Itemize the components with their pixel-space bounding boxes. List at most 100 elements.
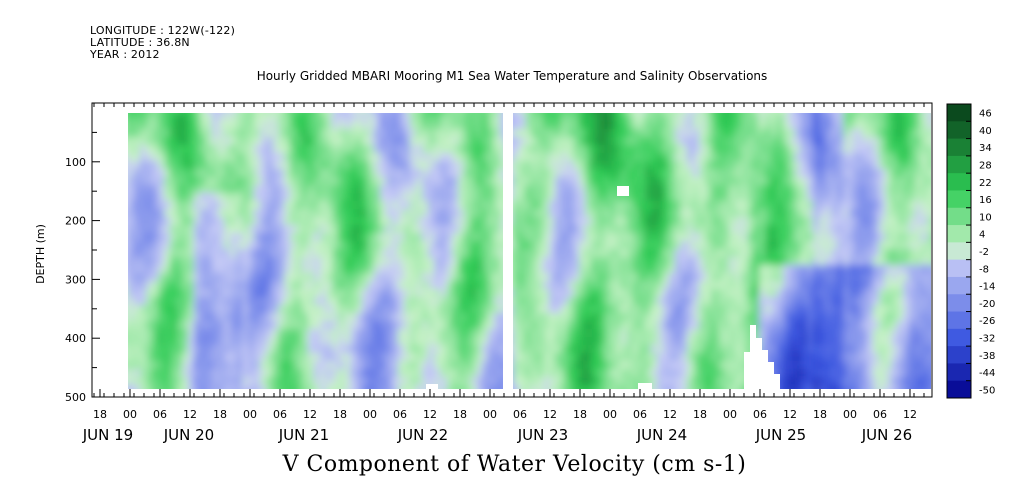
velocity-cell	[873, 113, 880, 122]
velocity-cell	[134, 337, 141, 346]
velocity-cell	[368, 321, 375, 330]
velocity-cell	[711, 209, 718, 218]
velocity-cell	[531, 369, 538, 378]
velocity-cell	[146, 209, 153, 218]
velocity-cell	[555, 113, 562, 114]
velocity-cell	[416, 153, 423, 162]
velocity-cell	[819, 313, 826, 322]
velocity-cell	[422, 113, 429, 122]
velocity-cell	[513, 385, 514, 389]
velocity-cell	[380, 313, 387, 322]
velocity-cell	[308, 337, 315, 346]
velocity-cell	[657, 113, 664, 114]
velocity-cell	[567, 169, 574, 178]
velocity-cell	[404, 137, 411, 146]
velocity-cell	[717, 281, 724, 290]
velocity-cell	[711, 225, 718, 234]
velocity-cell	[422, 185, 429, 194]
velocity-cell	[266, 361, 273, 370]
velocity-cell	[759, 185, 766, 194]
velocity-cell	[290, 257, 297, 266]
velocity-cell	[206, 113, 213, 122]
velocity-cell	[428, 121, 435, 130]
velocity-cell	[561, 337, 568, 346]
velocity-cell	[410, 305, 417, 314]
velocity-cell	[687, 273, 694, 282]
velocity-cell	[867, 233, 874, 242]
velocity-cell	[470, 217, 477, 226]
velocity-cell	[506, 185, 513, 194]
velocity-cell	[152, 353, 159, 362]
velocity-cell	[146, 353, 153, 362]
velocity-cell	[633, 361, 640, 370]
velocity-cell	[645, 337, 652, 346]
velocity-cell	[266, 129, 273, 138]
velocity-cell	[380, 145, 387, 154]
velocity-cell	[819, 249, 826, 258]
velocity-cell	[849, 321, 856, 330]
velocity-cell	[771, 289, 778, 298]
velocity-cell	[272, 241, 279, 250]
velocity-cell	[867, 385, 874, 389]
velocity-cell	[573, 217, 580, 226]
velocity-cell	[777, 249, 784, 258]
velocity-cell	[663, 121, 670, 130]
velocity-cell	[290, 385, 297, 389]
velocity-cell	[458, 305, 465, 314]
velocity-cell	[669, 121, 676, 130]
velocity-cell	[519, 297, 526, 306]
velocity-cell	[561, 241, 568, 250]
velocity-cell	[446, 161, 453, 170]
velocity-cell	[573, 145, 580, 154]
velocity-cell	[831, 129, 838, 138]
velocity-cell	[278, 137, 285, 146]
velocity-cell	[506, 209, 513, 218]
velocity-cell	[681, 361, 688, 370]
velocity-cell	[230, 225, 237, 234]
velocity-cell	[513, 249, 514, 258]
velocity-cell	[519, 273, 526, 282]
velocity-cell	[236, 329, 243, 338]
velocity-cell	[386, 377, 393, 386]
velocity-cell	[717, 353, 724, 362]
velocity-cell	[627, 241, 634, 250]
velocity-cell	[188, 329, 195, 338]
velocity-cell	[368, 161, 375, 170]
velocity-cell	[873, 241, 880, 250]
velocity-cell	[603, 217, 610, 226]
velocity-cell	[344, 161, 351, 170]
velocity-cell	[218, 217, 225, 226]
velocity-cell	[368, 305, 375, 314]
velocity-cell	[320, 297, 327, 306]
velocity-cell	[422, 385, 429, 389]
velocity-cell	[621, 113, 628, 122]
velocity-cell	[597, 113, 604, 122]
velocity-cell	[519, 369, 526, 378]
velocity-cell	[585, 145, 592, 154]
velocity-cell	[218, 297, 225, 306]
velocity-cell	[308, 121, 315, 130]
velocity-cell	[807, 113, 814, 114]
velocity-cell	[398, 113, 405, 122]
velocity-cell	[470, 225, 477, 234]
velocity-cell	[344, 337, 351, 346]
velocity-cell	[567, 201, 574, 210]
velocity-cell	[567, 345, 574, 354]
velocity-cell	[591, 113, 598, 122]
velocity-cell	[837, 201, 844, 210]
velocity-cell	[855, 145, 862, 154]
velocity-cell	[711, 361, 718, 370]
velocity-cell	[723, 273, 730, 282]
velocity-cell	[891, 281, 898, 290]
velocity-cell	[639, 297, 646, 306]
velocity-cell	[158, 153, 165, 162]
velocity-cell	[386, 169, 393, 178]
velocity-cell	[543, 377, 550, 386]
velocity-cell	[380, 153, 387, 162]
velocity-cell	[831, 369, 838, 378]
velocity-cell	[771, 177, 778, 186]
velocity-cell	[164, 273, 171, 282]
velocity-cell	[206, 121, 213, 130]
velocity-cell	[789, 201, 796, 210]
velocity-cell	[843, 377, 850, 386]
